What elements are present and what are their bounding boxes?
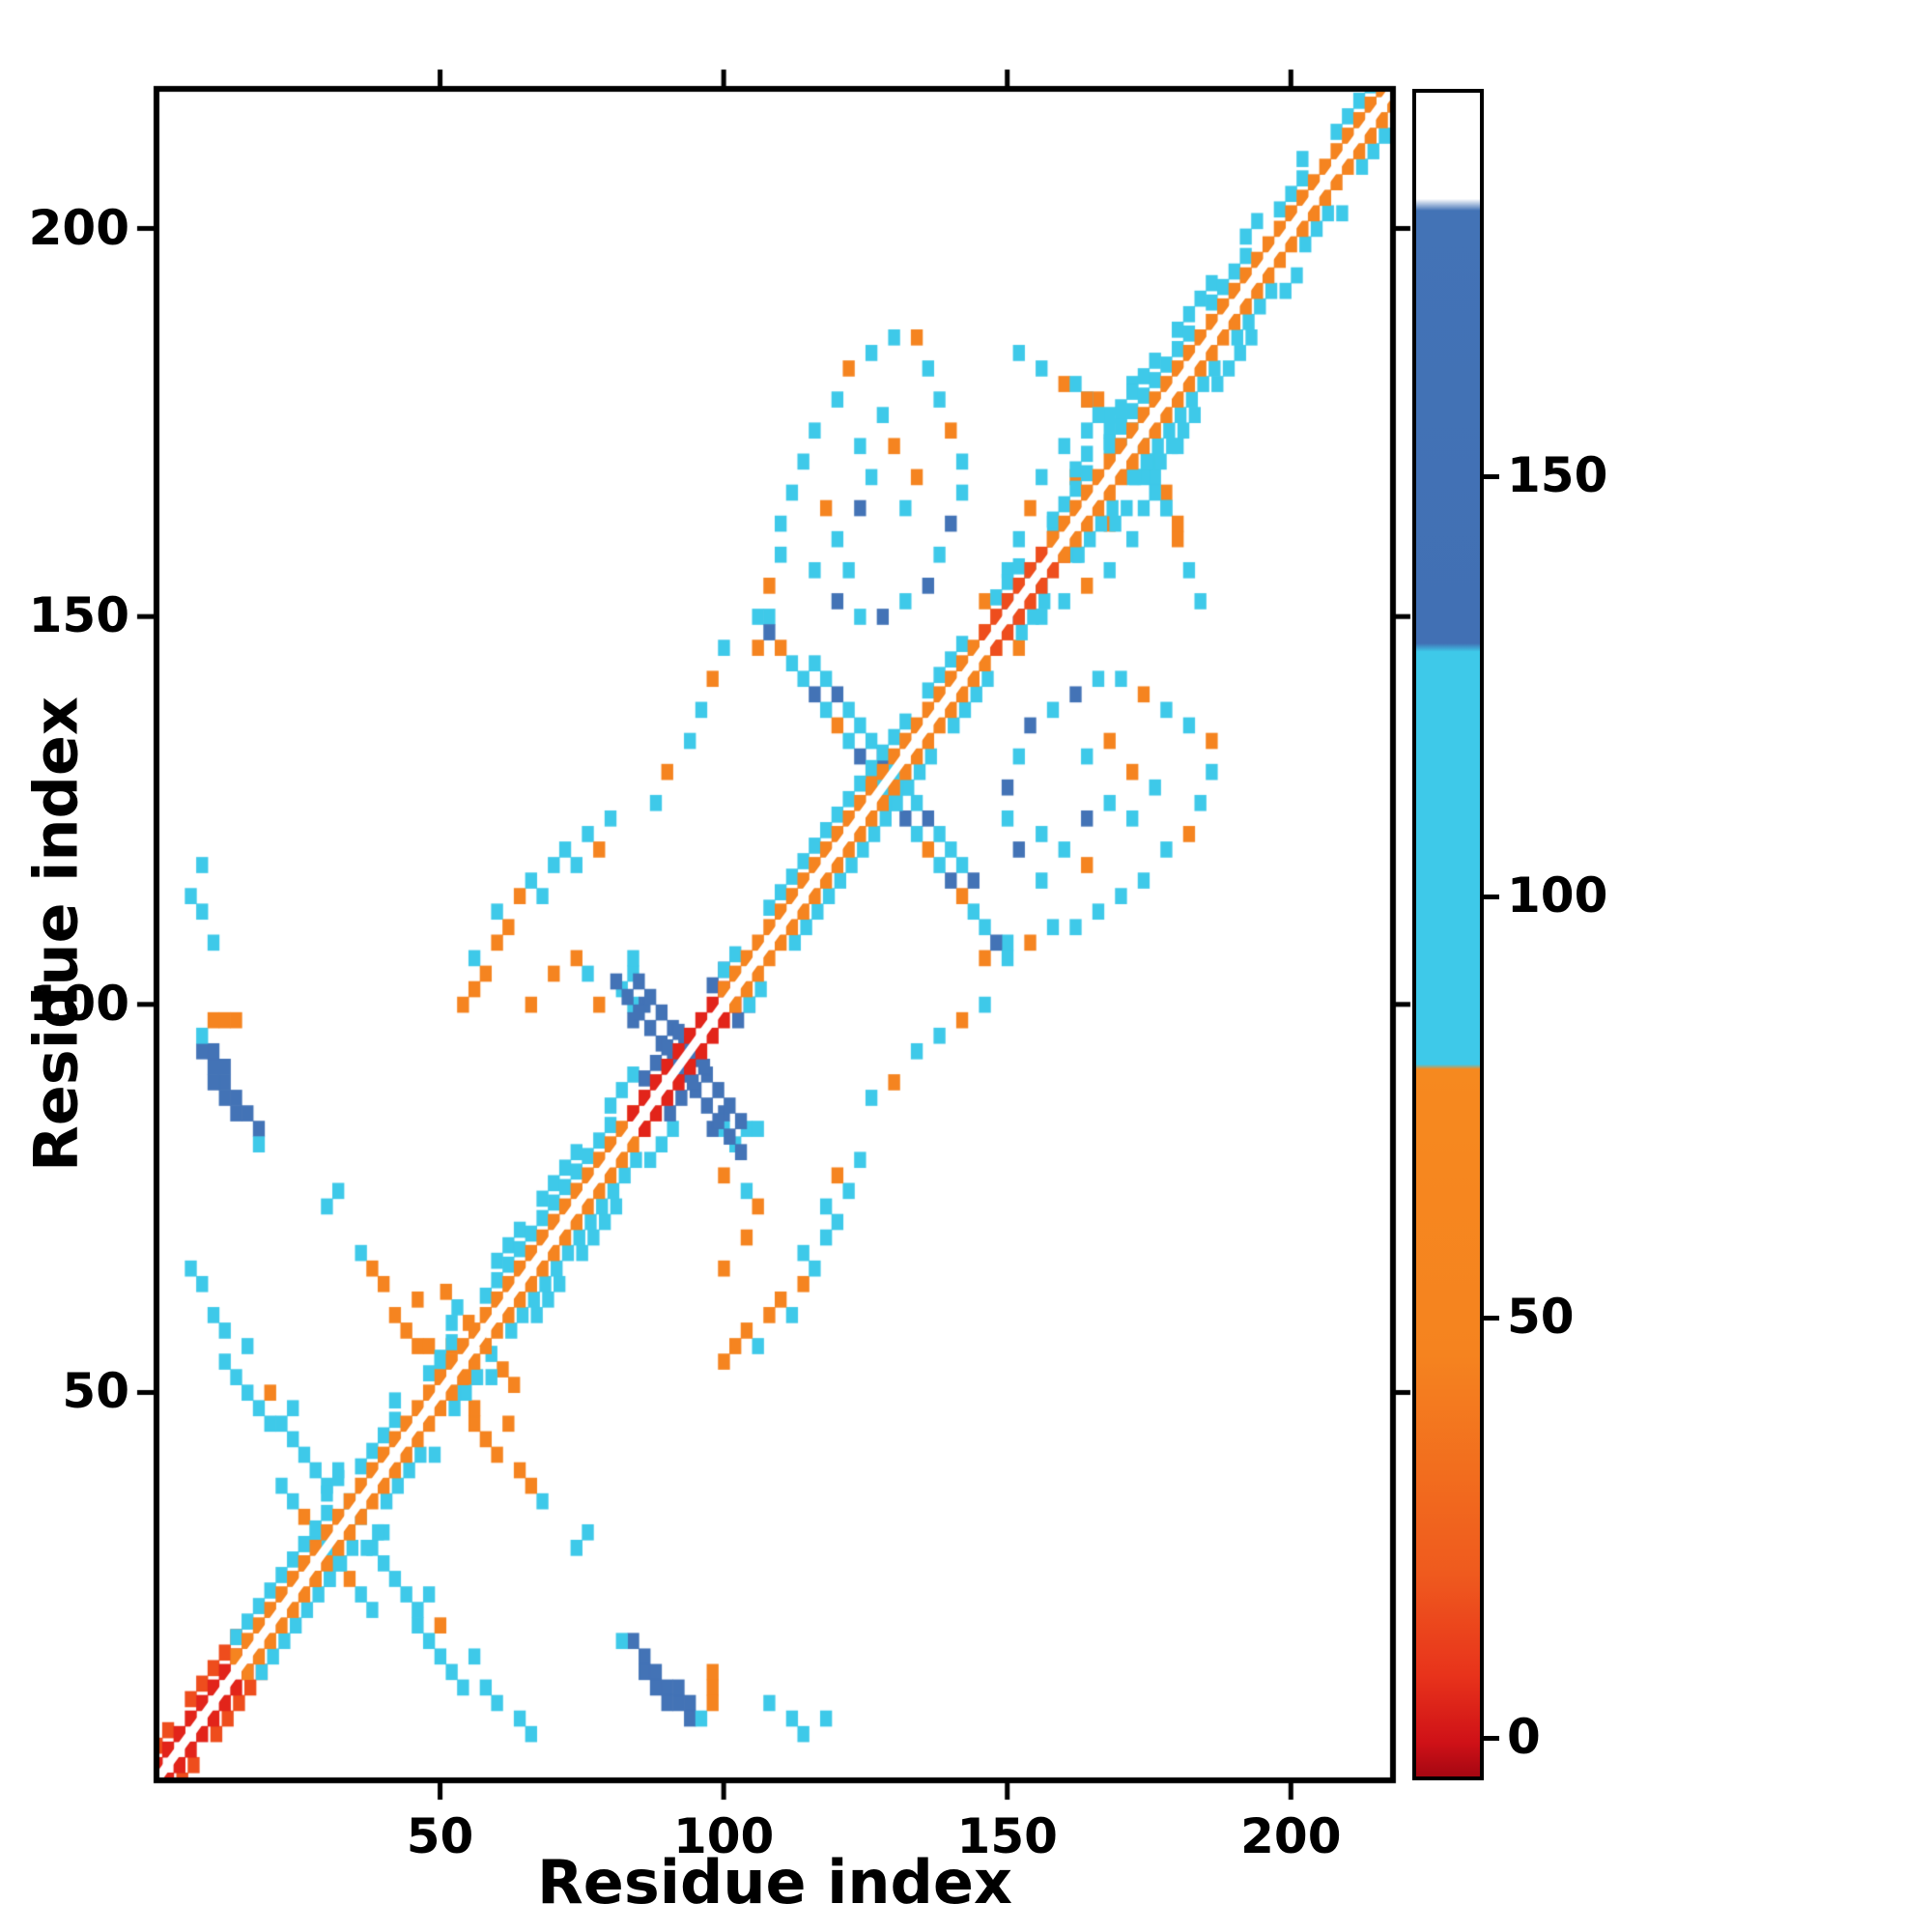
colorbar: [1412, 89, 1484, 1780]
y-tick-label: 200: [28, 199, 129, 256]
y-tick-label: 100: [28, 975, 129, 1032]
x-tick-label: 50: [406, 1808, 474, 1864]
y-tick-label: 150: [28, 587, 129, 644]
colorbar-tick-mark: [1484, 1736, 1499, 1742]
x-axis-label: Residue index: [537, 1847, 1012, 1918]
y-tick-label: 50: [62, 1363, 129, 1420]
colorbar-tick-mark: [1484, 1315, 1499, 1321]
x-tick-label: 150: [956, 1808, 1058, 1864]
x-tick-label: 200: [1240, 1808, 1342, 1864]
x-tick-label: 100: [672, 1808, 775, 1864]
colorbar-tick-label: 100: [1507, 867, 1608, 924]
colorbar-tick-mark: [1484, 473, 1499, 479]
colorbar-tick-label: 150: [1507, 446, 1608, 503]
colorbar-tick-mark: [1484, 895, 1499, 900]
colorbar-tick-label: 50: [1507, 1288, 1575, 1345]
y-axis-label: Residue index: [20, 696, 92, 1172]
colorbar-tick-label: 0: [1507, 1709, 1541, 1766]
